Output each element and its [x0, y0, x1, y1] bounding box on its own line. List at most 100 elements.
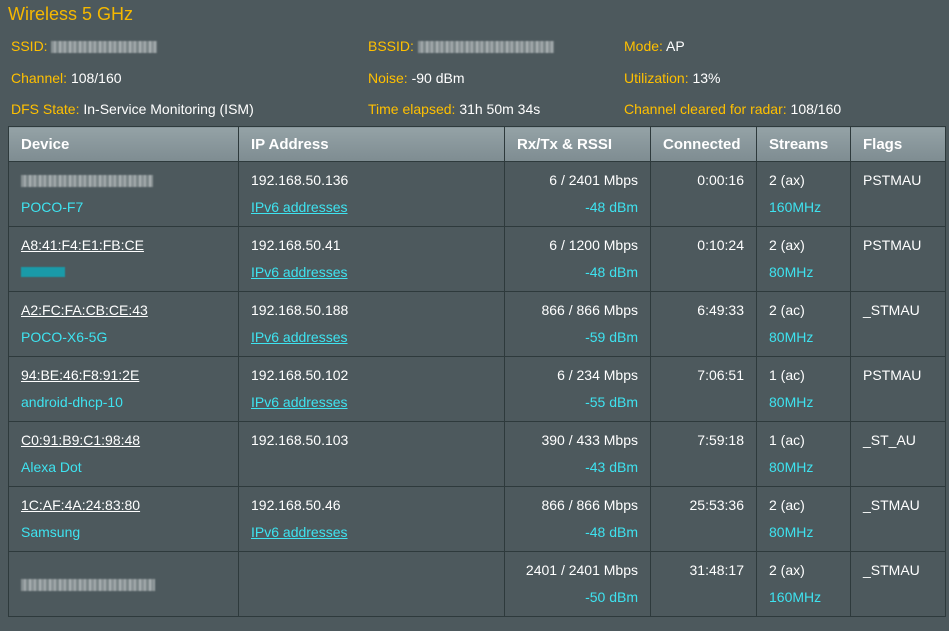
streams-cell: 2 (ax) 160MHz	[756, 161, 851, 227]
streams-cell: 1 (ac) 80MHz	[756, 356, 851, 422]
rate: 390 / 433 Mbps	[541, 432, 638, 448]
device-name: POCO-X6-5G	[21, 329, 108, 345]
utilization-value: 13%	[692, 70, 721, 86]
channel-info: Channel: 108/160	[11, 70, 122, 86]
mode-value: AP	[666, 38, 685, 54]
rssi: -59 dBm	[585, 329, 638, 345]
ipv6-link[interactable]: IPv6 addresses	[251, 524, 348, 540]
noise-value: -90 dBm	[411, 70, 465, 86]
rate-cell: 6 / 234 Mbps -55 dBm	[504, 356, 651, 422]
device-cell: 1C:AF:4A:24:83:80 Samsung	[8, 486, 239, 552]
flags: _STMAU	[863, 497, 920, 513]
dfs-value: In-Service Monitoring (ISM)	[83, 101, 254, 117]
rate: 6 / 1200 Mbps	[549, 237, 638, 253]
bssid-info: BSSID:	[368, 38, 554, 54]
mac-link[interactable]: C0:91:B9:C1:98:48	[21, 432, 141, 448]
radar-cleared-info: Channel cleared for radar: 108/160	[624, 101, 841, 117]
elapsed-info: Time elapsed: 31h 50m 34s	[368, 101, 540, 117]
device-cell: 94:BE:46:F8:91:2E android-dhcp-10	[8, 356, 239, 422]
mac-link[interactable]: 94:BE:46:F8:91:2E	[21, 367, 140, 383]
ipv6-link[interactable]: IPv6 addresses	[251, 329, 348, 345]
bssid-label: BSSID:	[368, 38, 414, 54]
streams: 2 (ax)	[769, 562, 805, 578]
streams: 1 (ac)	[769, 432, 805, 448]
flags-cell: _STMAU	[850, 486, 946, 552]
rate-cell: 866 / 866 Mbps -48 dBm	[504, 486, 651, 552]
flags-cell: PSTMAU	[850, 226, 946, 292]
header-streams: Streams	[756, 126, 851, 162]
table-row: A8:41:F4:E1:FB:CE 192.168.50.41 IPv6 add…	[8, 226, 946, 292]
ip-cell: 192.168.50.102 IPv6 addresses	[238, 356, 505, 422]
mode-info: Mode: AP	[624, 38, 685, 54]
mac-link[interactable]: 1C:AF:4A:24:83:80	[21, 497, 141, 513]
table-row: 94:BE:46:F8:91:2E android-dhcp-10 192.16…	[8, 356, 946, 422]
streams-cell: 2 (ac) 80MHz	[756, 486, 851, 552]
bandwidth: 160MHz	[769, 199, 822, 215]
table-header-row: Device IP Address Rx/Tx & RSSI Connected…	[8, 126, 946, 162]
ipv6-link[interactable]: IPv6 addresses	[251, 199, 348, 215]
rate: 2401 / 2401 Mbps	[525, 562, 638, 578]
ip-cell: 192.168.50.103	[238, 421, 505, 487]
flags-cell: PSTMAU	[850, 161, 946, 227]
streams-cell: 1 (ac) 80MHz	[756, 421, 851, 487]
utilization-label: Utilization:	[624, 70, 689, 86]
rate: 6 / 2401 Mbps	[549, 172, 638, 188]
bandwidth: 80MHz	[769, 264, 814, 280]
dfs-info: DFS State: In-Service Monitoring (ISM)	[11, 101, 254, 117]
ip-address: 192.168.50.103	[251, 432, 349, 448]
rate-cell: 2401 / 2401 Mbps -50 dBm	[504, 551, 651, 617]
rate: 866 / 866 Mbps	[541, 302, 638, 318]
radar-cleared-value: 108/160	[790, 101, 842, 117]
rssi: -48 dBm	[585, 199, 638, 215]
flags-cell: _ST_AU	[850, 421, 946, 487]
utilization-info: Utilization: 13%	[624, 70, 721, 86]
ip-cell	[238, 551, 505, 617]
header-flags: Flags	[850, 126, 946, 162]
rate: 6 / 234 Mbps	[557, 367, 638, 383]
noise-info: Noise: -90 dBm	[368, 70, 465, 86]
rssi: -48 dBm	[585, 264, 638, 280]
table-row: C0:91:B9:C1:98:48 Alexa Dot 192.168.50.1…	[8, 421, 946, 487]
bandwidth: 80MHz	[769, 524, 814, 540]
streams-cell: 2 (ac) 80MHz	[756, 291, 851, 357]
client-table: Device IP Address Rx/Tx & RSSI Connected…	[8, 126, 946, 617]
device-name: POCO-F7	[21, 199, 84, 215]
device-name-redacted	[21, 267, 65, 277]
rate-cell: 6 / 2401 Mbps -48 dBm	[504, 161, 651, 227]
connected-time: 6:49:33	[697, 302, 744, 318]
flags-cell: _STMAU	[850, 291, 946, 357]
flags: PSTMAU	[863, 172, 922, 188]
connected-time: 0:00:16	[697, 172, 744, 188]
ip-cell: 192.168.50.188 IPv6 addresses	[238, 291, 505, 357]
ssid-value-redacted	[51, 41, 158, 54]
device-cell	[8, 551, 239, 617]
ip-cell: 192.168.50.46 IPv6 addresses	[238, 486, 505, 552]
panel-title: Wireless 5 GHz	[8, 4, 134, 24]
ssid-info: SSID:	[11, 38, 158, 54]
table-row: A2:FC:FA:CB:CE:43 POCO-X6-5G 192.168.50.…	[8, 291, 946, 357]
mac-redacted	[21, 579, 155, 592]
connected-cell: 7:06:51	[650, 356, 757, 422]
flags: PSTMAU	[863, 237, 922, 253]
ipv6-link[interactable]: IPv6 addresses	[251, 264, 348, 280]
ip-address: 192.168.50.136	[251, 172, 349, 188]
rate-cell: 6 / 1200 Mbps -48 dBm	[504, 226, 651, 292]
table-row: 1C:AF:4A:24:83:80 Samsung 192.168.50.46 …	[8, 486, 946, 552]
device-cell: A8:41:F4:E1:FB:CE	[8, 226, 239, 292]
bandwidth: 80MHz	[769, 329, 814, 345]
mac-redacted	[21, 175, 153, 188]
connected-cell: 7:59:18	[650, 421, 757, 487]
streams: 2 (ax)	[769, 237, 805, 253]
ipv6-link[interactable]: IPv6 addresses	[251, 394, 348, 410]
mac-link[interactable]: A8:41:F4:E1:FB:CE	[21, 237, 144, 253]
connected-cell: 25:53:36	[650, 486, 757, 552]
connected-time: 7:59:18	[697, 432, 744, 448]
rate-cell: 390 / 433 Mbps -43 dBm	[504, 421, 651, 487]
device-name: Alexa Dot	[21, 459, 82, 475]
bandwidth: 80MHz	[769, 394, 814, 410]
rate: 866 / 866 Mbps	[541, 497, 638, 513]
bandwidth: 160MHz	[769, 589, 822, 605]
ip-address: 192.168.50.102	[251, 367, 349, 383]
mac-link[interactable]: A2:FC:FA:CB:CE:43	[21, 302, 148, 318]
streams: 2 (ax)	[769, 172, 805, 188]
